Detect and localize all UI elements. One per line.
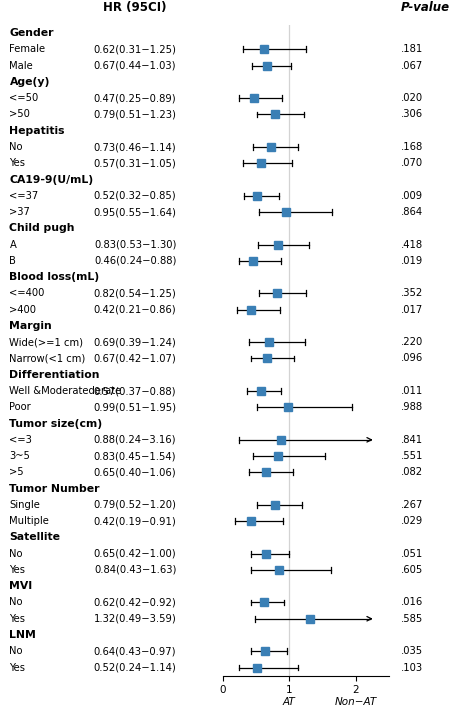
Text: .029: .029 bbox=[401, 516, 423, 526]
Text: Multiple: Multiple bbox=[9, 516, 49, 526]
Text: LNM: LNM bbox=[9, 630, 36, 640]
Text: <=50: <=50 bbox=[9, 93, 39, 103]
Text: Yes: Yes bbox=[9, 613, 26, 623]
Text: >400: >400 bbox=[9, 305, 36, 315]
Text: .267: .267 bbox=[401, 500, 423, 510]
Text: Male: Male bbox=[9, 61, 33, 71]
Text: 0.67(0.44−1.03): 0.67(0.44−1.03) bbox=[94, 61, 176, 71]
Text: 0.95(0.55−1.64): 0.95(0.55−1.64) bbox=[94, 207, 176, 217]
Text: 0.67(0.42−1.07): 0.67(0.42−1.07) bbox=[94, 353, 176, 363]
Text: Non−AT: Non−AT bbox=[334, 697, 377, 707]
Text: .220: .220 bbox=[401, 337, 423, 347]
Text: 0.62(0.31−1.25): 0.62(0.31−1.25) bbox=[94, 44, 176, 54]
Text: <=37: <=37 bbox=[9, 191, 39, 201]
Text: Tumor size(cm): Tumor size(cm) bbox=[9, 418, 102, 428]
Text: 0.47(0.25−0.89): 0.47(0.25−0.89) bbox=[94, 93, 176, 103]
Text: Yes: Yes bbox=[9, 158, 26, 168]
Text: 0.69(0.39−1.24): 0.69(0.39−1.24) bbox=[94, 337, 176, 347]
Text: .009: .009 bbox=[401, 191, 423, 201]
Text: >37: >37 bbox=[9, 207, 30, 217]
Text: <=3: <=3 bbox=[9, 435, 32, 445]
Text: .418: .418 bbox=[401, 240, 423, 250]
Text: Female: Female bbox=[9, 44, 46, 54]
Text: .016: .016 bbox=[401, 598, 423, 608]
Text: MVI: MVI bbox=[9, 581, 33, 591]
Text: 0.64(0.43−0.97): 0.64(0.43−0.97) bbox=[94, 646, 176, 656]
Text: Satellite: Satellite bbox=[9, 533, 61, 543]
Text: 0.88(0.24−3.16): 0.88(0.24−3.16) bbox=[94, 435, 176, 445]
Text: Well &Moderatederate: Well &Moderatederate bbox=[9, 386, 122, 396]
Text: CA19-9(U/mL): CA19-9(U/mL) bbox=[9, 174, 93, 184]
Text: .352: .352 bbox=[401, 288, 423, 298]
Text: .070: .070 bbox=[401, 158, 423, 168]
Text: B: B bbox=[9, 256, 17, 266]
Text: Child pugh: Child pugh bbox=[9, 223, 75, 233]
Text: .605: .605 bbox=[401, 565, 423, 575]
Text: .019: .019 bbox=[401, 256, 423, 266]
Text: .103: .103 bbox=[401, 663, 423, 673]
Text: Yes: Yes bbox=[9, 565, 26, 575]
Text: .306: .306 bbox=[401, 109, 423, 119]
Text: Hepatitis: Hepatitis bbox=[9, 126, 65, 136]
Text: No: No bbox=[9, 598, 23, 608]
Text: 0.52(0.24−1.14): 0.52(0.24−1.14) bbox=[94, 663, 176, 673]
Text: 0.57(0.31−1.05): 0.57(0.31−1.05) bbox=[94, 158, 176, 168]
Text: .551: .551 bbox=[401, 451, 423, 461]
Text: HR (95CI): HR (95CI) bbox=[103, 1, 167, 14]
Text: AT: AT bbox=[283, 697, 295, 707]
Text: 0.82(0.54−1.25): 0.82(0.54−1.25) bbox=[94, 288, 176, 298]
Text: No: No bbox=[9, 646, 23, 656]
Text: No: No bbox=[9, 142, 23, 152]
Text: .035: .035 bbox=[401, 646, 423, 656]
Text: .168: .168 bbox=[401, 142, 423, 152]
Text: No: No bbox=[9, 548, 23, 558]
Text: 0.46(0.24−0.88): 0.46(0.24−0.88) bbox=[94, 256, 176, 266]
Text: .096: .096 bbox=[401, 353, 423, 363]
Text: Tumor Number: Tumor Number bbox=[9, 483, 100, 493]
Text: 1.32(0.49−3.59): 1.32(0.49−3.59) bbox=[94, 613, 176, 623]
Text: 0.42(0.21−0.86): 0.42(0.21−0.86) bbox=[94, 305, 176, 315]
Text: .082: .082 bbox=[401, 468, 423, 478]
Text: 0.52(0.32−0.85): 0.52(0.32−0.85) bbox=[94, 191, 176, 201]
Text: .864: .864 bbox=[401, 207, 423, 217]
Text: 0.99(0.51−1.95): 0.99(0.51−1.95) bbox=[93, 403, 177, 413]
Text: 0.84(0.43−1.63): 0.84(0.43−1.63) bbox=[94, 565, 176, 575]
Text: 3~5: 3~5 bbox=[9, 451, 30, 461]
Text: Narrow(<1 cm): Narrow(<1 cm) bbox=[9, 353, 86, 363]
Text: Differentiation: Differentiation bbox=[9, 370, 100, 380]
Text: Single: Single bbox=[9, 500, 40, 510]
Text: 0.83(0.53−1.30): 0.83(0.53−1.30) bbox=[94, 240, 176, 250]
Text: 0.83(0.45−1.54): 0.83(0.45−1.54) bbox=[94, 451, 176, 461]
Text: 0.65(0.40−1.06): 0.65(0.40−1.06) bbox=[94, 468, 176, 478]
Text: 0.79(0.52−1.20): 0.79(0.52−1.20) bbox=[94, 500, 176, 510]
Text: Age(y): Age(y) bbox=[9, 77, 50, 87]
Text: >5: >5 bbox=[9, 468, 24, 478]
Text: .067: .067 bbox=[401, 61, 423, 71]
Text: 0.79(0.51−1.23): 0.79(0.51−1.23) bbox=[94, 109, 176, 119]
Text: Gender: Gender bbox=[9, 28, 54, 38]
Text: 0.57(0.37−0.88): 0.57(0.37−0.88) bbox=[94, 386, 176, 396]
Text: Wide(>=1 cm): Wide(>=1 cm) bbox=[9, 337, 83, 347]
Text: 0.62(0.42−0.92): 0.62(0.42−0.92) bbox=[94, 598, 176, 608]
Text: Yes: Yes bbox=[9, 663, 26, 673]
Text: >50: >50 bbox=[9, 109, 30, 119]
Text: 0.73(0.46−1.14): 0.73(0.46−1.14) bbox=[94, 142, 176, 152]
Text: .988: .988 bbox=[401, 403, 423, 413]
Text: .051: .051 bbox=[401, 548, 423, 558]
Text: <=400: <=400 bbox=[9, 288, 45, 298]
Text: .181: .181 bbox=[401, 44, 423, 54]
Text: .011: .011 bbox=[401, 386, 423, 396]
Text: A: A bbox=[9, 240, 17, 250]
Text: .585: .585 bbox=[401, 613, 423, 623]
Text: .841: .841 bbox=[401, 435, 423, 445]
Text: Margin: Margin bbox=[9, 321, 52, 331]
Text: .020: .020 bbox=[401, 93, 423, 103]
Text: Blood loss(mL): Blood loss(mL) bbox=[9, 272, 100, 282]
Text: 0.65(0.42−1.00): 0.65(0.42−1.00) bbox=[94, 548, 176, 558]
Text: 0.42(0.19−0.91): 0.42(0.19−0.91) bbox=[94, 516, 176, 526]
Text: Poor: Poor bbox=[9, 403, 31, 413]
Text: .017: .017 bbox=[401, 305, 423, 315]
Text: P-value: P-value bbox=[401, 1, 450, 14]
